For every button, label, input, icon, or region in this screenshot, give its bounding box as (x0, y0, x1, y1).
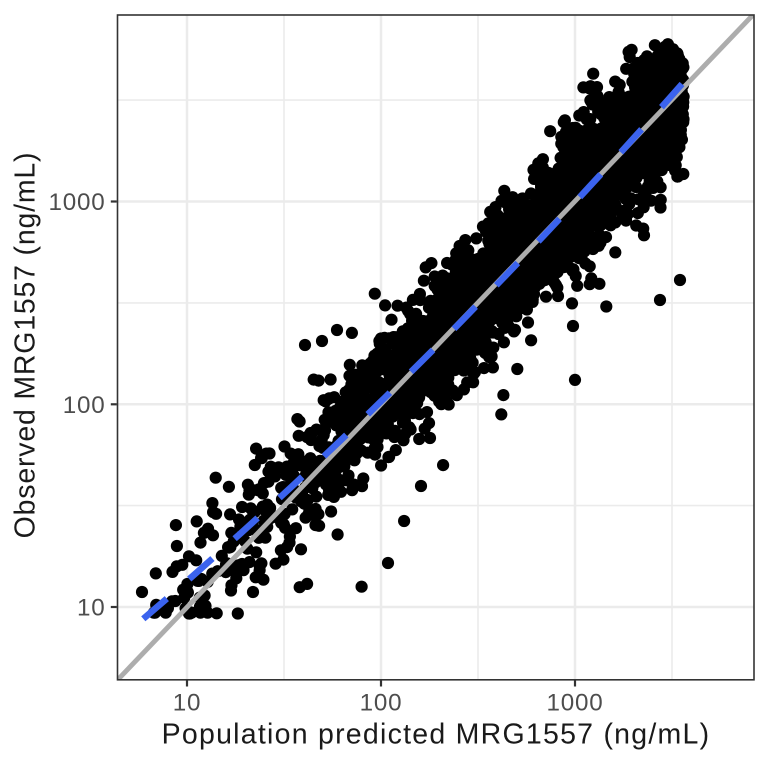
svg-text:10: 10 (77, 595, 106, 622)
svg-text:100: 100 (360, 690, 403, 717)
svg-text:100: 100 (63, 392, 106, 419)
svg-text:Population predicted MRG1557 (: Population predicted MRG1557 (ng/mL) (162, 719, 711, 751)
svg-text:10: 10 (173, 690, 202, 717)
svg-text:1000: 1000 (48, 189, 105, 216)
svg-text:1000: 1000 (546, 690, 603, 717)
svg-text:Observed MRG1557 (ng/mL): Observed MRG1557 (ng/mL) (10, 152, 42, 539)
